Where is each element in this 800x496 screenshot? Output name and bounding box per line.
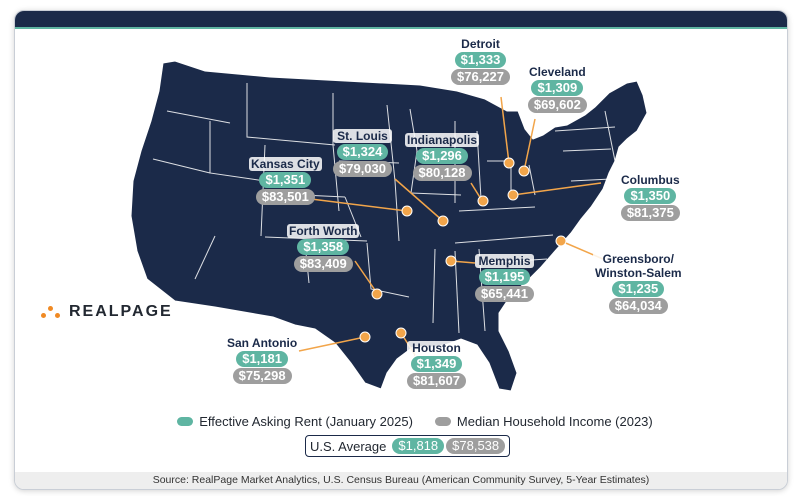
city-label-detroit: Detroit $1,333 $76,227 bbox=[451, 37, 510, 85]
leader-columbus bbox=[512, 182, 602, 196]
income-pill: $81,375 bbox=[620, 205, 680, 221]
city-label-columbus: Columbus $1,350 $81,375 bbox=[619, 173, 682, 221]
income-pill: $75,298 bbox=[232, 368, 292, 384]
city-name: Kansas City bbox=[249, 157, 322, 171]
city-label-cleveland: Cleveland $1,309 $69,602 bbox=[527, 65, 588, 113]
header-bar bbox=[15, 11, 787, 27]
card: Detroit $1,333 $76,227 Cleveland $1,309 … bbox=[14, 10, 788, 490]
rent-pill: $1,296 bbox=[416, 148, 468, 164]
city-label-san-antonio: San Antonio $1,181 $75,298 bbox=[225, 336, 300, 384]
city-name: Houston bbox=[407, 341, 466, 355]
rent-pill: $1,351 bbox=[259, 172, 312, 188]
rent-pill: $1,181 bbox=[236, 351, 288, 367]
rent-pill: $1,358 bbox=[297, 239, 350, 255]
marker-memphis bbox=[445, 255, 457, 267]
marker-greensboro bbox=[555, 235, 567, 247]
income-pill: $81,607 bbox=[407, 373, 466, 389]
rent-pill: $1,350 bbox=[624, 188, 677, 204]
rent-pill: $1,195 bbox=[478, 269, 531, 285]
marker-san-antonio bbox=[359, 331, 371, 343]
rent-pill: $1,349 bbox=[410, 356, 463, 372]
city-name: St. Louis bbox=[333, 129, 392, 143]
city-name: Indianapolis bbox=[405, 133, 480, 147]
leader-indianapolis bbox=[470, 182, 482, 200]
income-pill: $79,030 bbox=[333, 161, 392, 177]
legend-item-income: Median Household Income (2023) bbox=[434, 414, 653, 429]
income-pill: $69,602 bbox=[527, 97, 587, 113]
us-average-rent: $1,818 bbox=[392, 438, 445, 454]
marker-columbus bbox=[507, 189, 519, 201]
income-pill: $83,501 bbox=[255, 189, 315, 205]
income-pill: $80,128 bbox=[412, 165, 472, 181]
leader-kansas-city bbox=[310, 198, 408, 212]
us-average-income: $78,538 bbox=[446, 438, 506, 454]
leader-cleveland bbox=[523, 118, 536, 172]
leader-san-antonio bbox=[298, 336, 366, 352]
logo-dots-icon bbox=[41, 304, 63, 320]
legend-item-rent: Effective Asking Rent (January 2025) bbox=[177, 414, 413, 429]
legend-label: Median Household Income (2023) bbox=[456, 414, 653, 429]
income-pill: $83,409 bbox=[293, 256, 353, 272]
rent-swatch-icon bbox=[177, 417, 194, 426]
leader-fort-worth bbox=[354, 260, 378, 294]
city-name: San Antonio bbox=[225, 336, 300, 350]
marker-kansas-city bbox=[401, 205, 413, 217]
city-label-fort-worth: Forth Worth $1,358 $83,409 bbox=[287, 224, 360, 272]
marker-detroit bbox=[503, 157, 515, 169]
marker-fort-worth bbox=[371, 288, 383, 300]
logo-text: REALPAGE bbox=[69, 303, 173, 320]
legend-label: Effective Asking Rent (January 2025) bbox=[199, 414, 413, 429]
legend: Effective Asking Rent (January 2025) Med… bbox=[155, 414, 675, 429]
city-name: Detroit bbox=[451, 37, 510, 51]
rent-pill: $1,333 bbox=[454, 52, 507, 68]
city-label-st-louis: St. Louis $1,324 $79,030 bbox=[333, 129, 392, 177]
city-name: Cleveland bbox=[527, 65, 588, 79]
income-pill: $64,034 bbox=[608, 298, 668, 314]
income-pill: $76,227 bbox=[451, 69, 510, 85]
rent-pill: $1,324 bbox=[336, 144, 389, 160]
city-name: Columbus bbox=[619, 173, 682, 187]
city-name: Memphis bbox=[475, 254, 534, 268]
rent-pill: $1,235 bbox=[612, 281, 665, 297]
leader-detroit bbox=[500, 96, 510, 164]
us-average-box: U.S. Average $1,818 $78,538 bbox=[305, 435, 511, 457]
marker-houston bbox=[395, 327, 407, 339]
header-accent-line bbox=[15, 27, 787, 29]
marker-st-louis bbox=[437, 215, 449, 227]
city-label-greensboro: Greensboro/ Winston-Salem $1,235 $64,034 bbox=[593, 252, 684, 314]
income-swatch-icon bbox=[434, 417, 451, 426]
city-label-memphis: Memphis $1,195 $65,441 bbox=[475, 254, 534, 302]
city-label-kansas-city: Kansas City $1,351 $83,501 bbox=[249, 157, 322, 205]
income-pill: $65,441 bbox=[475, 286, 534, 302]
us-average-label: U.S. Average bbox=[310, 438, 387, 454]
city-label-indianapolis: Indianapolis $1,296 $80,128 bbox=[405, 133, 480, 181]
rent-pill: $1,309 bbox=[531, 80, 584, 96]
leader-lines bbox=[298, 96, 604, 356]
city-label-houston: Houston $1,349 $81,607 bbox=[407, 341, 466, 389]
leader-st-louis bbox=[394, 178, 444, 222]
source-note: Source: RealPage Market Analytics, U.S. … bbox=[15, 472, 787, 489]
city-name: Greensboro/ Winston-Salem bbox=[593, 252, 684, 280]
marker-cleveland bbox=[518, 165, 530, 177]
city-name: Forth Worth bbox=[287, 224, 360, 238]
realpage-logo: REALPAGE bbox=[41, 303, 173, 321]
marker-indianapolis bbox=[477, 195, 489, 207]
